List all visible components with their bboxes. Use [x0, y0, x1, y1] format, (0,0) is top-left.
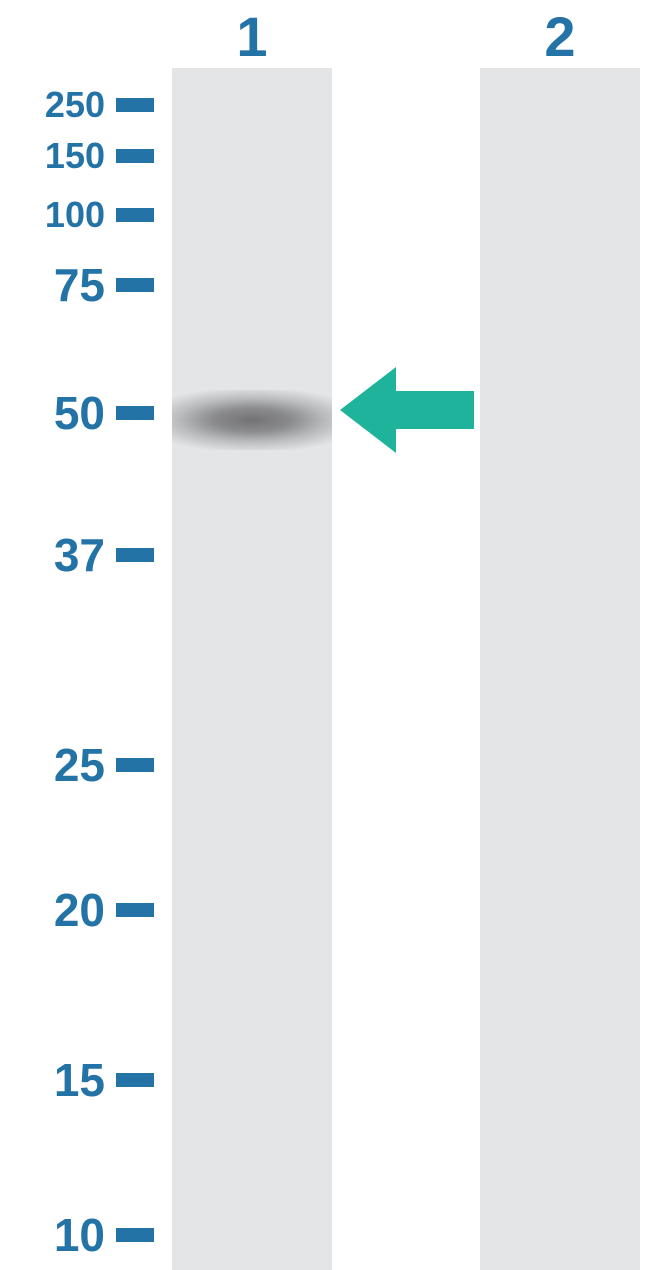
ladder-tick-100 [116, 208, 154, 222]
protein-band [172, 390, 332, 450]
ladder-label-25: 25 [54, 742, 105, 788]
ladder-label-100: 100 [45, 197, 105, 233]
ladder-label-75: 75 [54, 262, 105, 308]
ladder-tick-10 [116, 1228, 154, 1242]
arrow-head-icon [340, 367, 396, 453]
band-indicator-arrow [340, 367, 474, 453]
lane-strip [480, 68, 640, 1270]
ladder-label-15: 15 [54, 1057, 105, 1103]
ladder-tick-37 [116, 548, 154, 562]
ladder-tick-75 [116, 278, 154, 292]
ladder-label-150: 150 [45, 138, 105, 174]
ladder-tick-25 [116, 758, 154, 772]
ladder-tick-20 [116, 903, 154, 917]
western-blot-diagram: 1 2 250 150 100 75 50 37 25 20 15 10 [0, 0, 650, 1270]
arrow-stem [396, 391, 474, 429]
ladder-label-37: 37 [54, 532, 105, 578]
lane-2: 2 [480, 0, 640, 1270]
ladder-tick-15 [116, 1073, 154, 1087]
ladder-label-20: 20 [54, 887, 105, 933]
ladder-tick-150 [116, 149, 154, 163]
ladder-label-250: 250 [45, 87, 105, 123]
ladder-tick-250 [116, 98, 154, 112]
ladder-tick-50 [116, 406, 154, 420]
lane-strip [172, 68, 332, 1270]
lane-2-header: 2 [480, 4, 640, 69]
lane-1-header: 1 [172, 4, 332, 69]
lane-1: 1 [172, 0, 332, 1270]
ladder-label-10: 10 [54, 1212, 105, 1258]
ladder-label-50: 50 [54, 390, 105, 436]
